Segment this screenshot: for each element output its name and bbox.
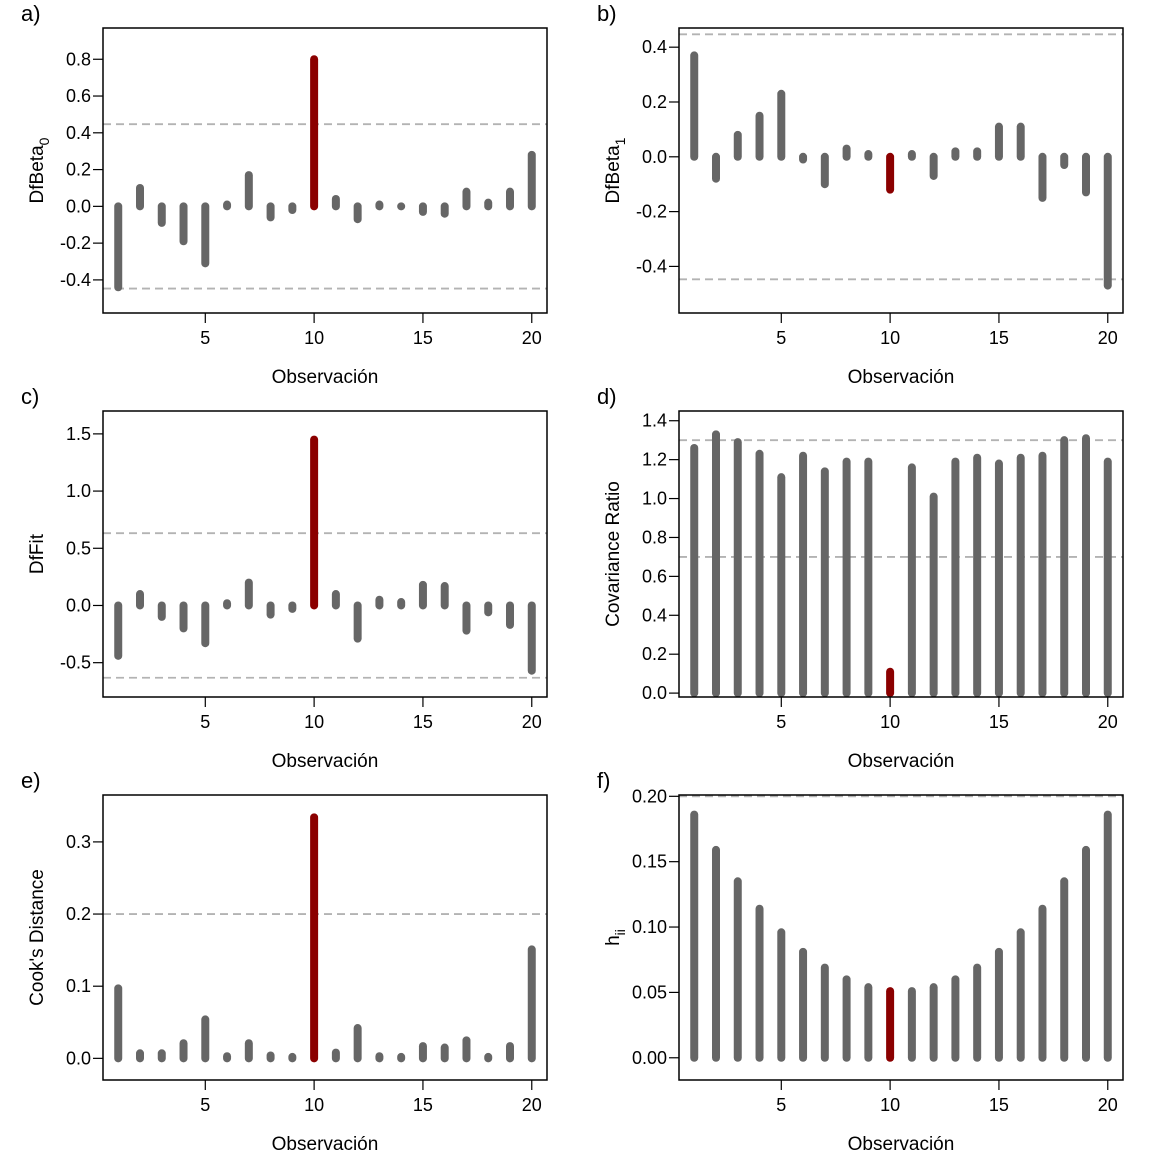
x-axis-title: Observación xyxy=(272,367,379,388)
chart-panel: f) 0.00 0.05 0.10 0.15 0.20 5 10 15 20 Observación… xyxy=(597,768,1124,1152)
y-axis-title-subscript: ii xyxy=(612,929,628,935)
y-tick-label: -0.5 xyxy=(60,653,91,673)
plot-frame xyxy=(102,794,548,1081)
y-tick-label: 0.0 xyxy=(66,595,91,615)
y-tick-label: 0.0 xyxy=(66,196,91,216)
y-tick-label: 0.4 xyxy=(642,605,667,625)
x-tick-label: 15 xyxy=(989,1095,1009,1115)
y-tick-label: 1.4 xyxy=(642,411,667,431)
x-tick-label: 15 xyxy=(989,328,1009,348)
y-tick-label: 0.0 xyxy=(66,1048,91,1068)
y-tick-label: 0.8 xyxy=(642,527,667,547)
y-tick-label: 0.2 xyxy=(66,904,91,924)
y-tick-label: 0.6 xyxy=(66,86,91,106)
x-tick-label: 10 xyxy=(880,712,900,732)
y-axis-title: DfBeta0 xyxy=(27,137,52,203)
x-tick-label: 20 xyxy=(522,712,542,732)
panel-label: a) xyxy=(21,1,41,26)
x-tick-label: 15 xyxy=(413,712,433,732)
y-axis-title: DfFit xyxy=(27,533,48,574)
plot-frame xyxy=(102,27,548,314)
x-axis-title: Observación xyxy=(848,367,955,388)
x-tick-label: 15 xyxy=(989,712,1009,732)
y-tick-label: 0.05 xyxy=(632,982,667,1002)
x-tick-label: 5 xyxy=(200,328,210,348)
y-tick-label: -0.4 xyxy=(60,270,91,290)
x-tick-label: 10 xyxy=(880,328,900,348)
y-axis-title-subscript: 1 xyxy=(612,137,628,145)
x-tick-label: 5 xyxy=(776,712,786,732)
x-axis-title: Observación xyxy=(272,751,379,772)
y-tick-label: 0.00 xyxy=(632,1048,667,1068)
y-tick-label: 0.2 xyxy=(66,160,91,180)
x-tick-label: 5 xyxy=(776,328,786,348)
y-tick-label: -0.2 xyxy=(636,202,667,222)
x-axis-title: Observación xyxy=(272,1134,379,1152)
y-axis-title: Covariance Ratio xyxy=(603,481,624,627)
y-tick-label: 0.5 xyxy=(66,538,91,558)
x-tick-label: 5 xyxy=(200,1095,210,1115)
y-tick-label: 0.3 xyxy=(66,832,91,852)
x-tick-label: 20 xyxy=(1098,1095,1118,1115)
y-tick-label: 0.15 xyxy=(632,852,667,872)
y-tick-label: -0.4 xyxy=(636,256,667,276)
plot-frame xyxy=(102,410,548,698)
y-tick-label: 0.20 xyxy=(632,786,667,806)
x-tick-label: 20 xyxy=(1098,712,1118,732)
y-tick-label: -0.2 xyxy=(60,233,91,253)
x-tick-label: 20 xyxy=(522,328,542,348)
y-tick-label: 0.0 xyxy=(642,147,667,167)
panel-label: c) xyxy=(21,384,39,409)
y-axis-title: DfBeta1 xyxy=(603,137,628,203)
y-axis-title: hii xyxy=(603,929,628,946)
panel-label: b) xyxy=(597,1,617,26)
x-axis-title: Observación xyxy=(848,751,955,772)
y-tick-label: 0.4 xyxy=(642,37,667,57)
x-tick-label: 10 xyxy=(304,1095,324,1115)
panel-label: d) xyxy=(597,384,617,409)
y-axis-title-subscript: 0 xyxy=(36,137,52,145)
x-tick-label: 20 xyxy=(1098,328,1118,348)
panel-label: f) xyxy=(597,768,610,793)
y-tick-label: 0.6 xyxy=(642,566,667,586)
plot-frame xyxy=(678,794,1124,1081)
x-tick-label: 15 xyxy=(413,328,433,348)
x-tick-label: 10 xyxy=(304,712,324,732)
plot-frame xyxy=(678,410,1124,698)
x-axis-title: Observación xyxy=(848,1134,955,1152)
x-tick-label: 5 xyxy=(200,712,210,732)
y-tick-label: 1.2 xyxy=(642,450,667,470)
chart-panel: b) -0.4 -0.2 0.0 0.2 0.4 5 10 15 20 Observación DfB… xyxy=(597,1,1124,388)
chart-panel: e) 0.0 0.1 0.2 0.3 5 10 15 20 Observación Cook's D… xyxy=(21,768,548,1152)
y-tick-label: 0.2 xyxy=(642,644,667,664)
y-tick-label: 1.0 xyxy=(642,489,667,509)
x-tick-label: 10 xyxy=(880,1095,900,1115)
chart-panel: c) -0.5 0.0 0.5 1.0 1.5 5 10 15 20 Observación DfFi… xyxy=(21,384,548,772)
x-tick-label: 20 xyxy=(522,1095,542,1115)
y-tick-label: 0.0 xyxy=(642,683,667,703)
y-tick-label: 1.5 xyxy=(66,424,91,444)
chart-panel: d) 0.0 0.2 0.4 0.6 0.8 1.0 1.2 1.4 5 10 15 20 Observa… xyxy=(597,384,1124,772)
chart-panel: a) -0.4 -0.2 0.0 0.2 0.4 0.6 0.8 5 10 15 20 Observac… xyxy=(21,1,548,388)
y-tick-label: 0.8 xyxy=(66,49,91,69)
y-tick-label: 0.10 xyxy=(632,917,667,937)
plot-frame xyxy=(678,27,1124,314)
panel-label: e) xyxy=(21,768,41,793)
x-tick-label: 5 xyxy=(776,1095,786,1115)
x-tick-label: 10 xyxy=(304,328,324,348)
y-tick-label: 1.0 xyxy=(66,481,91,501)
y-tick-label: 0.4 xyxy=(66,123,91,143)
y-tick-label: 0.1 xyxy=(66,976,91,996)
y-tick-label: 0.2 xyxy=(642,92,667,112)
y-axis-title: Cook's Distance xyxy=(27,869,48,1006)
x-tick-label: 15 xyxy=(413,1095,433,1115)
